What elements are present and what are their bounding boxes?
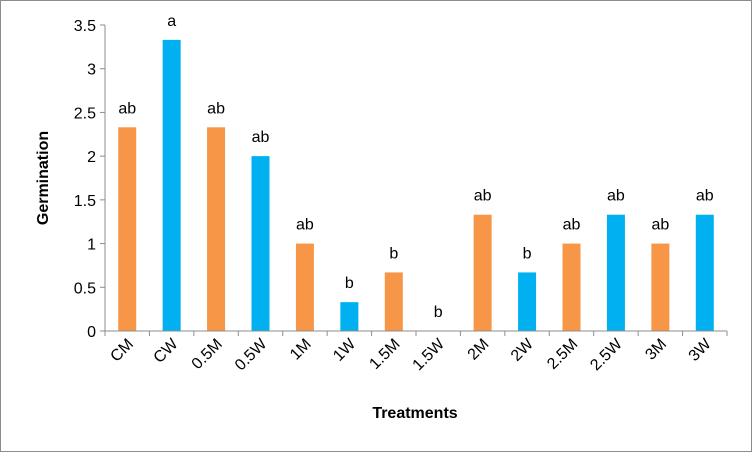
y-tick-label: 2.5 [74,105,96,122]
y-tick-label: 3 [87,62,96,79]
data-label: ab [607,188,625,205]
data-label: ab [696,188,714,205]
y-tick-label: 3.5 [74,18,96,35]
data-label: b [345,275,354,292]
x-axis-ticks: CM CW 0.5M 0.5W 1M 1W 1.5M 1.5W 2M 2W 2.5M 2.5W 3M 3W [104,331,728,374]
x-tick-label: 1M [287,336,315,364]
data-label: ab [118,100,136,117]
data-label: ab [651,217,669,234]
data-label: a [167,13,176,30]
x-tick-label: 0.5M [189,336,226,373]
bar-2-5w [606,214,625,331]
bar-3m [651,243,670,331]
bar-1w [340,302,359,331]
x-axis-title: Treatments [372,405,457,422]
bar-2w [518,272,537,331]
bar-1m [295,243,314,331]
data-label: ab [296,217,314,234]
bar-1-5m [384,272,403,331]
x-tick-label: 0.5W [232,335,271,374]
x-tick-label: 2M [465,336,493,364]
x-tick-label: CW [151,335,183,367]
x-tick-label: 1.5W [410,335,449,374]
data-label: b [523,245,532,262]
y-axis-ticks: 0 0.5 1 1.5 2 2.5 3 3.5 [74,18,105,341]
bar-0-5m [207,127,226,331]
data-label: b [434,304,443,321]
x-tick-label: 2W [508,335,538,365]
y-tick-label: 1.5 [74,193,96,210]
x-tick-label: 2.5W [587,335,626,374]
y-tick-label: 0 [87,324,96,341]
bar-2m [473,214,492,331]
data-label: ab [474,188,492,205]
bar-3w [695,214,714,331]
data-label: b [389,245,398,262]
y-axis-title: Germination [35,131,52,225]
x-tick-label: CM [107,336,137,366]
x-tick-label: 1W [330,335,360,365]
y-tick-label: 2 [87,149,96,166]
y-tick-label: 1 [87,237,96,254]
data-label: ab [563,217,581,234]
y-tick-label: 0.5 [74,280,96,297]
x-tick-label: 3W [686,335,716,365]
data-label: ab [252,129,270,146]
x-tick-label: 3M [642,336,670,364]
bar-2-5m [562,243,581,331]
bars [118,39,714,332]
bar-0-5w [251,156,270,331]
data-labels: ab a ab ab ab b b b ab b ab ab ab ab [118,13,713,321]
bar-cm [118,127,137,331]
x-tick-label: 2.5M [544,336,581,373]
bar-cw [162,39,181,332]
x-tick-label: 1.5M [366,336,403,373]
data-label: ab [207,100,225,117]
